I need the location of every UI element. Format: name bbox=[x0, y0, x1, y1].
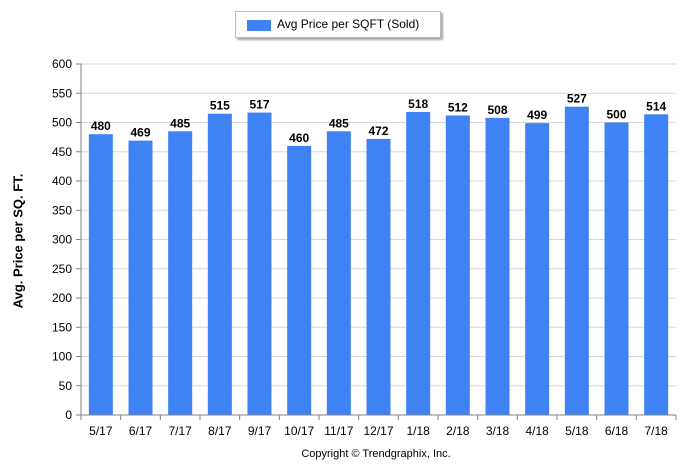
legend-swatch bbox=[247, 20, 271, 31]
copyright-footer: Copyright © Trendgraphix, Inc. bbox=[301, 448, 451, 460]
bar-value-label: 512 bbox=[448, 100, 468, 114]
bar bbox=[287, 145, 312, 415]
bar bbox=[247, 112, 272, 416]
x-tick-label: 7/17 bbox=[168, 424, 192, 438]
x-tick-label: 5/18 bbox=[565, 424, 589, 438]
x-tick-label: 7/18 bbox=[644, 424, 668, 438]
bar bbox=[564, 106, 589, 415]
bar bbox=[525, 123, 550, 416]
y-tick-label: 200 bbox=[52, 291, 72, 305]
y-tick-label: 50 bbox=[59, 379, 73, 393]
x-tick-label: 10/17 bbox=[284, 424, 314, 438]
bar bbox=[326, 131, 351, 415]
y-axis-ticks: 0 50 100 150 200 250 300 350 400 450 500 550 600 bbox=[52, 57, 81, 422]
x-tick-label: 9/17 bbox=[248, 424, 272, 438]
x-tick-label: 4/18 bbox=[525, 424, 549, 438]
y-axis-title: Avg. Price per SQ. FT. bbox=[10, 173, 26, 309]
x-tick-label: 3/18 bbox=[486, 424, 510, 438]
x-tick-label: 1/18 bbox=[406, 424, 430, 438]
y-tick-label: 600 bbox=[52, 57, 72, 71]
bar bbox=[445, 115, 470, 415]
legend: Avg Price per SQFT (Sold) bbox=[235, 11, 441, 38]
bar-value-label: 485 bbox=[329, 116, 349, 130]
x-axis-ticks: 5/17 6/17 7/17 8/17 9/17 10/17 11/17 12/17 1/18 2… bbox=[80, 415, 677, 438]
bar-value-label: 518 bbox=[408, 97, 428, 111]
bars bbox=[88, 106, 669, 416]
y-tick-label: 250 bbox=[52, 262, 72, 276]
bar bbox=[207, 113, 232, 415]
bar bbox=[644, 114, 669, 415]
bar-value-label: 508 bbox=[487, 103, 507, 117]
bar-value-label: 527 bbox=[567, 92, 587, 106]
bar-value-labels: 480 469 485 515 517 460 485 472 518 512 508 499 527 5… bbox=[91, 92, 667, 145]
bar-value-label: 480 bbox=[91, 119, 111, 133]
bar-value-label: 515 bbox=[210, 99, 230, 113]
bar-value-label: 469 bbox=[130, 126, 150, 140]
bar-value-label: 460 bbox=[289, 131, 309, 145]
y-tick-label: 500 bbox=[52, 116, 72, 130]
x-tick-label: 6/18 bbox=[605, 424, 629, 438]
bar bbox=[168, 131, 193, 415]
bar-value-label: 472 bbox=[368, 124, 388, 138]
bar bbox=[604, 122, 629, 415]
x-tick-label: 6/17 bbox=[129, 424, 153, 438]
y-tick-label: 100 bbox=[52, 350, 72, 364]
legend-label: Avg Price per SQFT (Sold) bbox=[277, 17, 420, 31]
y-tick-label: 350 bbox=[52, 203, 72, 217]
bar-value-label: 499 bbox=[527, 108, 547, 122]
bar-value-label: 514 bbox=[646, 99, 666, 113]
y-tick-label: 150 bbox=[52, 320, 72, 334]
y-tick-label: 300 bbox=[52, 233, 72, 247]
bar bbox=[128, 140, 153, 415]
x-tick-label: 12/17 bbox=[363, 424, 393, 438]
y-tick-label: 450 bbox=[52, 145, 72, 159]
x-tick-label: 2/18 bbox=[446, 424, 470, 438]
x-tick-label: 11/17 bbox=[324, 424, 353, 438]
bar bbox=[485, 117, 510, 415]
bar-value-label: 517 bbox=[249, 98, 269, 112]
y-tick-label: 400 bbox=[52, 174, 72, 188]
bar bbox=[406, 111, 431, 415]
bar bbox=[88, 134, 113, 415]
y-tick-label: 0 bbox=[65, 408, 72, 422]
y-tick-label: 550 bbox=[52, 86, 72, 100]
bar-value-label: 500 bbox=[606, 108, 626, 122]
bar-value-label: 485 bbox=[170, 116, 190, 130]
bar bbox=[366, 138, 391, 415]
x-tick-label: 8/17 bbox=[208, 424, 232, 438]
x-tick-label: 5/17 bbox=[89, 424, 113, 438]
